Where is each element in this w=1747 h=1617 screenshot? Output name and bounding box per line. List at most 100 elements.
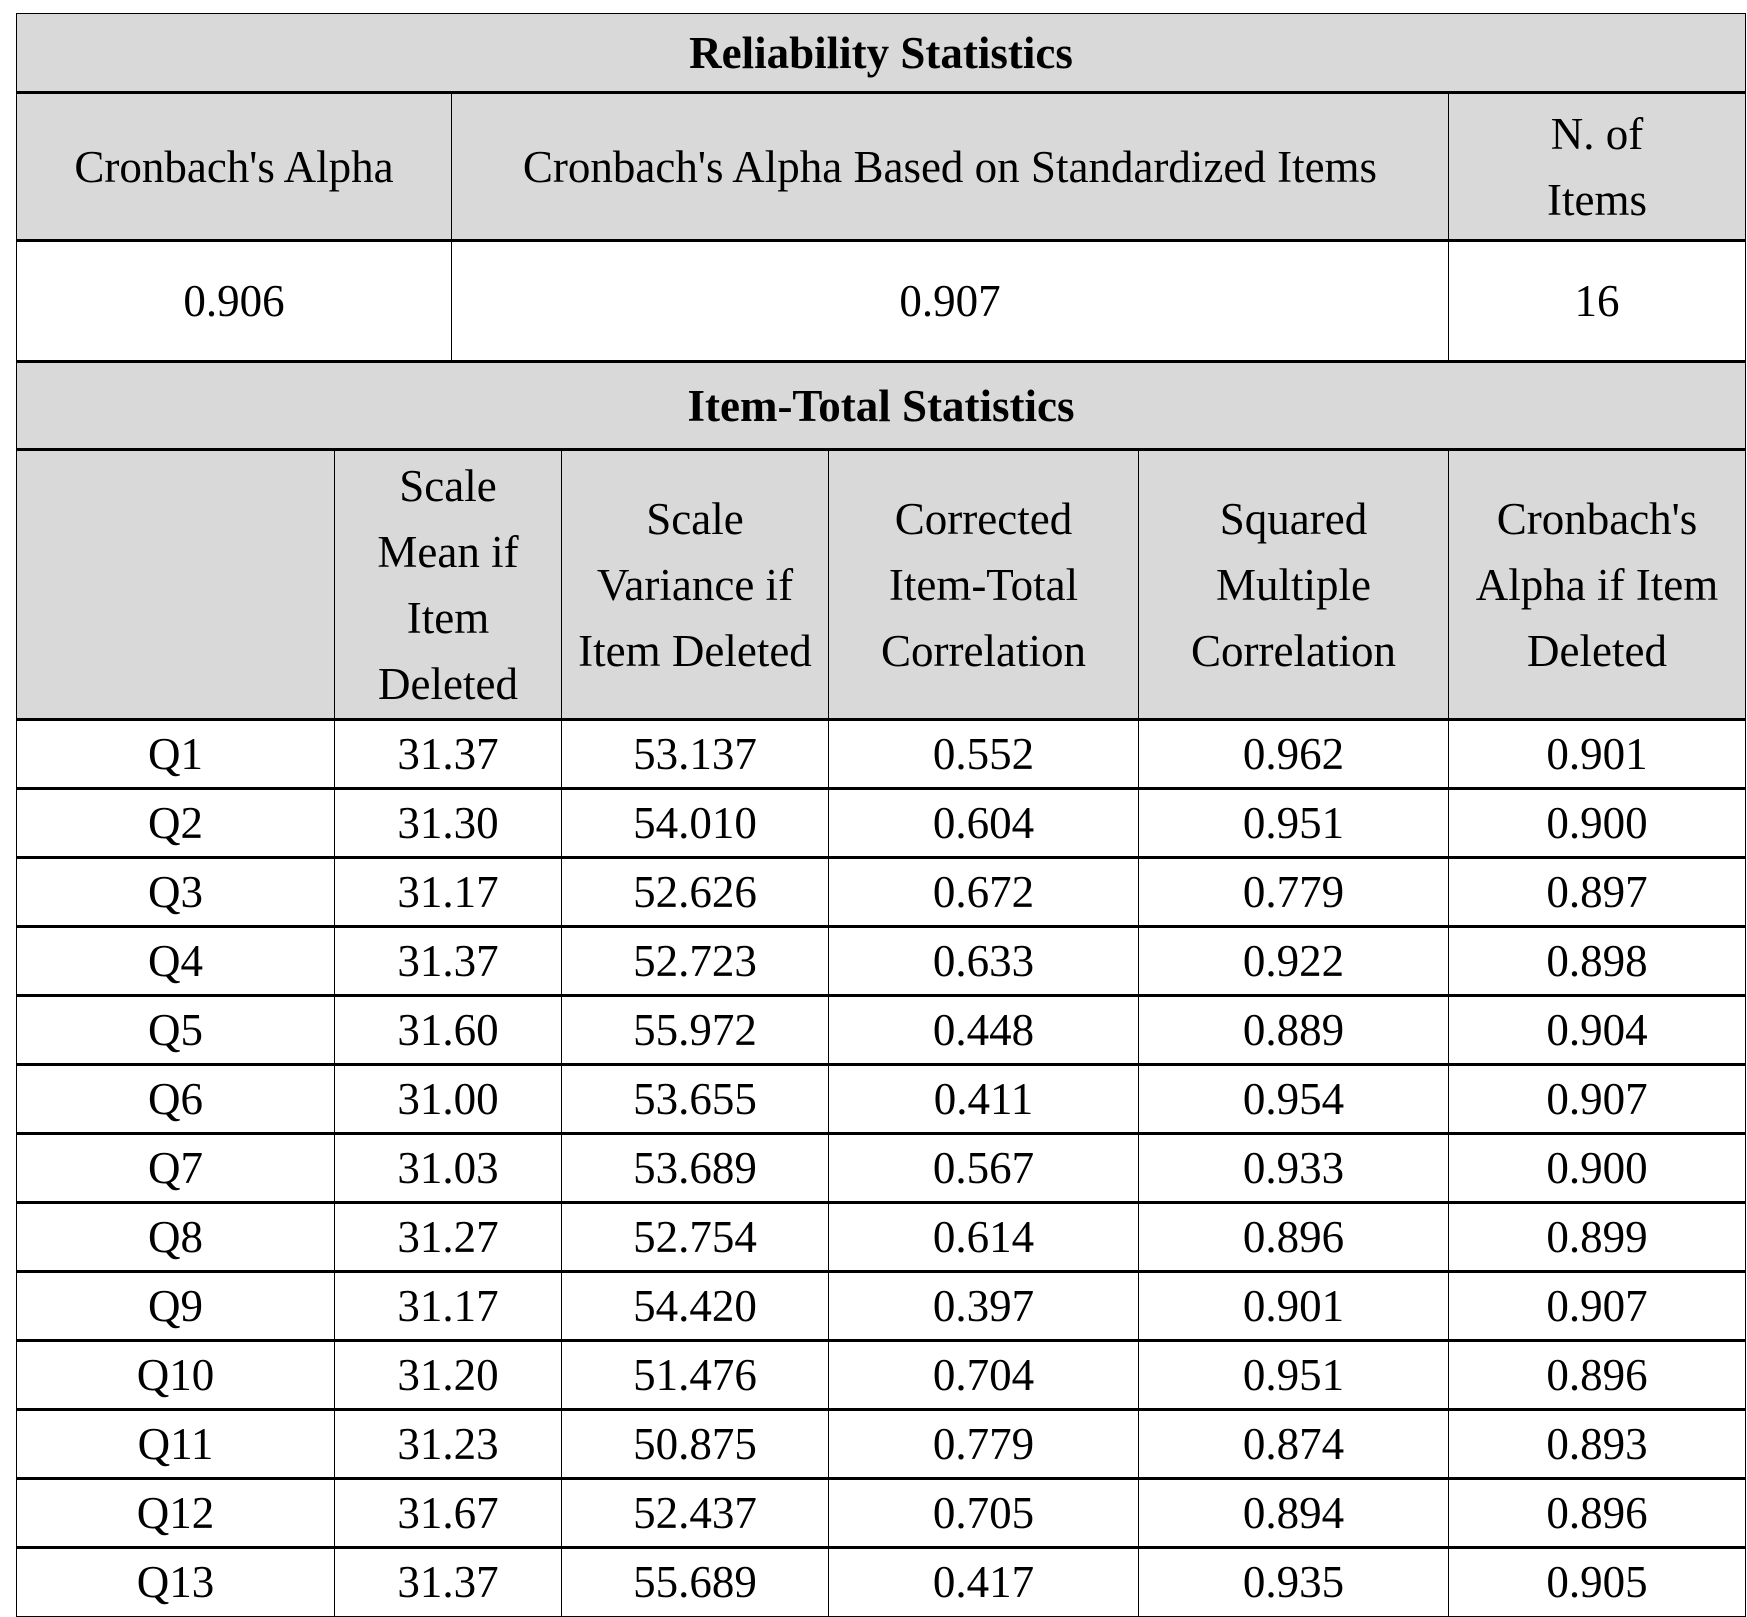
cell-item: Q10 xyxy=(16,1339,335,1410)
cell-corrected-correlation: 0.779 xyxy=(828,1408,1139,1479)
cell-scale-variance: 54.010 xyxy=(561,787,829,858)
table-row: Q8 31.27 52.754 0.614 0.896 0.899 xyxy=(16,1201,1747,1272)
cell-alpha-if-deleted: 0.907 xyxy=(1447,1270,1747,1341)
cell-squared-multiple-correlation: 0.922 xyxy=(1138,925,1449,996)
header-standardized-alpha: Cronbach's Alpha Based on Standardized I… xyxy=(451,91,1449,241)
cell-scale-variance: 52.754 xyxy=(561,1201,829,1272)
cell-alpha-if-deleted: 0.904 xyxy=(1447,994,1747,1065)
cell-scale-mean: 31.60 xyxy=(334,994,562,1065)
cell-scale-variance: 53.137 xyxy=(561,718,829,789)
cell-corrected-correlation: 0.567 xyxy=(828,1132,1139,1203)
cell-squared-multiple-correlation: 0.896 xyxy=(1138,1201,1449,1272)
table-row: Q12 31.67 52.437 0.705 0.894 0.896 xyxy=(16,1477,1747,1548)
cell-item: Q13 xyxy=(16,1546,335,1617)
cell-scale-mean: 31.20 xyxy=(334,1339,562,1410)
header-item xyxy=(16,448,335,720)
cell-alpha-if-deleted: 0.893 xyxy=(1447,1408,1747,1479)
header-squared-multiple-correlation: Squared Multiple Correlation xyxy=(1138,448,1449,720)
item-total-title: Item-Total Statistics xyxy=(15,360,1747,450)
cell-corrected-correlation: 0.552 xyxy=(828,718,1139,789)
table-row: Q3 31.17 52.626 0.672 0.779 0.897 xyxy=(16,856,1747,927)
cell-scale-mean: 31.37 xyxy=(334,718,562,789)
cell-scale-mean: 31.30 xyxy=(334,787,562,858)
cell-alpha-if-deleted: 0.899 xyxy=(1447,1201,1747,1272)
cell-item: Q5 xyxy=(16,994,335,1065)
table-row: Q5 31.60 55.972 0.448 0.889 0.904 xyxy=(16,994,1747,1065)
cell-corrected-correlation: 0.704 xyxy=(828,1339,1139,1410)
cell-scale-variance: 51.476 xyxy=(561,1339,829,1410)
cell-corrected-correlation: 0.417 xyxy=(828,1546,1139,1617)
cell-squared-multiple-correlation: 0.951 xyxy=(1138,787,1449,858)
header-cronbach-alpha: Cronbach's Alpha xyxy=(16,91,452,241)
cell-squared-multiple-correlation: 0.935 xyxy=(1138,1546,1449,1617)
value-standardized-alpha: 0.907 xyxy=(451,239,1449,361)
cell-item: Q6 xyxy=(16,1063,335,1134)
cell-scale-variance: 52.723 xyxy=(561,925,829,996)
cell-alpha-if-deleted: 0.907 xyxy=(1447,1063,1747,1134)
header-alpha-if-deleted: Cronbach's Alpha if Item Deleted xyxy=(1447,448,1747,720)
cell-alpha-if-deleted: 0.900 xyxy=(1447,1132,1747,1203)
cell-scale-mean: 31.00 xyxy=(334,1063,562,1134)
table-row: Q6 31.00 53.655 0.411 0.954 0.907 xyxy=(16,1063,1747,1134)
table-row: Q13 31.37 55.689 0.417 0.935 0.905 xyxy=(16,1546,1747,1617)
cell-scale-variance: 53.655 xyxy=(561,1063,829,1134)
reliability-statistics-table: Reliability Statistics Cronbach's Alpha … xyxy=(15,13,1747,361)
header-scale-variance: Scale Variance if Item Deleted xyxy=(561,448,829,720)
cell-item: Q11 xyxy=(16,1408,335,1479)
cell-scale-variance: 55.689 xyxy=(561,1546,829,1617)
cell-corrected-correlation: 0.448 xyxy=(828,994,1139,1065)
cell-alpha-if-deleted: 0.896 xyxy=(1447,1339,1747,1410)
cell-scale-mean: 31.17 xyxy=(334,856,562,927)
cell-squared-multiple-correlation: 0.889 xyxy=(1138,994,1449,1065)
cell-scale-mean: 31.37 xyxy=(334,925,562,996)
cell-squared-multiple-correlation: 0.951 xyxy=(1138,1339,1449,1410)
cell-scale-variance: 53.689 xyxy=(561,1132,829,1203)
table-row: Q9 31.17 54.420 0.397 0.901 0.907 xyxy=(16,1270,1747,1341)
cell-squared-multiple-correlation: 0.779 xyxy=(1138,856,1449,927)
cell-corrected-correlation: 0.614 xyxy=(828,1201,1139,1272)
cell-corrected-correlation: 0.604 xyxy=(828,787,1139,858)
cell-squared-multiple-correlation: 0.933 xyxy=(1138,1132,1449,1203)
cell-corrected-correlation: 0.397 xyxy=(828,1270,1139,1341)
cell-corrected-correlation: 0.411 xyxy=(828,1063,1139,1134)
cell-alpha-if-deleted: 0.897 xyxy=(1447,856,1747,927)
cell-alpha-if-deleted: 0.896 xyxy=(1447,1477,1747,1548)
cell-scale-mean: 31.27 xyxy=(334,1201,562,1272)
cell-squared-multiple-correlation: 0.954 xyxy=(1138,1063,1449,1134)
table-row: Q11 31.23 50.875 0.779 0.874 0.893 xyxy=(16,1408,1747,1479)
item-total-statistics-table: Item-Total Statistics Scale Mean if Item… xyxy=(15,360,1747,1617)
cell-alpha-if-deleted: 0.905 xyxy=(1447,1546,1747,1617)
cell-alpha-if-deleted: 0.900 xyxy=(1447,787,1747,858)
cell-item: Q9 xyxy=(16,1270,335,1341)
cell-alpha-if-deleted: 0.898 xyxy=(1447,925,1747,996)
cell-scale-variance: 54.420 xyxy=(561,1270,829,1341)
cell-scale-mean: 31.17 xyxy=(334,1270,562,1341)
cell-scale-variance: 52.437 xyxy=(561,1477,829,1548)
cell-item: Q4 xyxy=(16,925,335,996)
cell-corrected-correlation: 0.633 xyxy=(828,925,1139,996)
cell-scale-mean: 31.03 xyxy=(334,1132,562,1203)
cell-squared-multiple-correlation: 0.901 xyxy=(1138,1270,1449,1341)
cell-scale-variance: 50.875 xyxy=(561,1408,829,1479)
header-scale-mean: Scale Mean if Item Deleted xyxy=(334,448,562,720)
header-n-items: N. of Items xyxy=(1447,91,1747,241)
cell-item: Q7 xyxy=(16,1132,335,1203)
cell-squared-multiple-correlation: 0.894 xyxy=(1138,1477,1449,1548)
cell-scale-variance: 52.626 xyxy=(561,856,829,927)
cell-squared-multiple-correlation: 0.962 xyxy=(1138,718,1449,789)
header-corrected-correlation: Corrected Item-Total Correlation xyxy=(828,448,1139,720)
cell-corrected-correlation: 0.705 xyxy=(828,1477,1139,1548)
cell-scale-variance: 55.972 xyxy=(561,994,829,1065)
value-cronbach-alpha: 0.906 xyxy=(16,239,452,361)
table-row: Q2 31.30 54.010 0.604 0.951 0.900 xyxy=(16,787,1747,858)
cell-item: Q8 xyxy=(16,1201,335,1272)
cell-item: Q3 xyxy=(16,856,335,927)
cell-squared-multiple-correlation: 0.874 xyxy=(1138,1408,1449,1479)
table-row: Q7 31.03 53.689 0.567 0.933 0.900 xyxy=(16,1132,1747,1203)
reliability-title: Reliability Statistics xyxy=(15,13,1747,93)
table-row: Q1 31.37 53.137 0.552 0.962 0.901 xyxy=(16,718,1747,789)
cell-item: Q1 xyxy=(16,718,335,789)
cell-alpha-if-deleted: 0.901 xyxy=(1447,718,1747,789)
cell-item: Q2 xyxy=(16,787,335,858)
cell-scale-mean: 31.67 xyxy=(334,1477,562,1548)
